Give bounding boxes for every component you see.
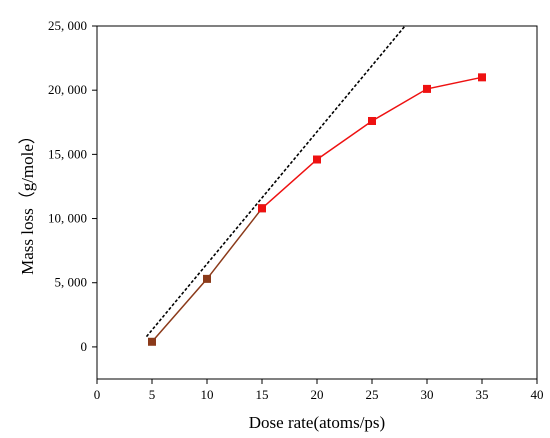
y-tick-label: 0 [81, 339, 88, 354]
series-1-point [258, 204, 266, 213]
series-markers [148, 73, 486, 346]
series-1-point [313, 155, 321, 164]
y-axis-ticks: 0 5, 000 10, 000 15, 000 20, 000 25, 000 [48, 18, 97, 354]
y-tick-label: 10, 000 [48, 211, 87, 226]
x-tick-label: 15 [256, 387, 269, 402]
y-tick-label: 25, 000 [48, 18, 87, 33]
x-tick-label: 25 [366, 387, 379, 402]
y-tick-label: 5, 000 [55, 275, 88, 290]
series-1-point [478, 73, 486, 82]
series-1-line [261, 76, 483, 209]
y-tick-label: 15, 000 [48, 146, 87, 161]
x-tick-label: 5 [149, 387, 156, 402]
x-tick-label: 0 [94, 387, 101, 402]
series-lines [145, 26, 483, 343]
x-axis-title: Dose rate(atoms/ps) [249, 413, 385, 432]
y-tick-label: 20, 000 [48, 82, 87, 97]
series-1-point [423, 84, 431, 93]
x-tick-label: 20 [311, 387, 324, 402]
x-tick-label: 30 [421, 387, 434, 402]
series-0-point [148, 337, 156, 346]
x-tick-label: 35 [476, 387, 489, 402]
series-1-point [368, 116, 376, 125]
series-0-point [203, 274, 211, 283]
x-tick-label: 10 [201, 387, 214, 402]
y-axis-title: Mass loss（g/mole） [18, 127, 37, 275]
series-2-line [145, 26, 406, 338]
x-axis-ticks: 0 5 10 15 20 25 30 35 40 [94, 379, 544, 402]
x-tick-label: 40 [531, 387, 544, 402]
